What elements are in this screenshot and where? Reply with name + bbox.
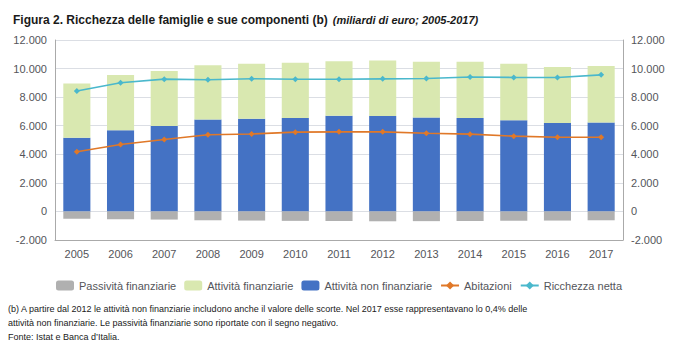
svg-text:8.000: 8.000: [19, 91, 47, 103]
svg-text:4.000: 4.000: [631, 148, 659, 160]
svg-text:Fonte: Istat e Banca d’Italia.: Fonte: Istat e Banca d’Italia.: [8, 332, 120, 342]
svg-text:Attività non finanziarie: Attività non finanziarie: [324, 280, 432, 292]
svg-text:attività non finanziarie. Le p: attività non finanziarie. Le passività f…: [8, 318, 338, 328]
svg-text:0: 0: [41, 205, 47, 217]
svg-text:2008: 2008: [196, 248, 220, 260]
svg-text:12.000: 12.000: [631, 34, 665, 46]
svg-text:6.000: 6.000: [631, 120, 659, 132]
svg-text:10.000: 10.000: [13, 63, 47, 75]
svg-text:2005: 2005: [65, 248, 89, 260]
svg-text:2010: 2010: [283, 248, 307, 260]
svg-text:2013: 2013: [414, 248, 438, 260]
svg-text:Figura 2. Ricchezza delle fami: Figura 2. Ricchezza delle famiglie e sue…: [13, 13, 328, 27]
svg-text:2016: 2016: [545, 248, 569, 260]
svg-text:6.000: 6.000: [19, 120, 47, 132]
svg-text:4.000: 4.000: [19, 148, 47, 160]
svg-text:Attività finanziarie: Attività finanziarie: [207, 280, 293, 292]
svg-text:2012: 2012: [370, 248, 394, 260]
svg-text:2006: 2006: [108, 248, 132, 260]
svg-text:8.000: 8.000: [631, 91, 659, 103]
svg-text:-2.000: -2.000: [631, 234, 662, 246]
svg-text:2017: 2017: [589, 248, 613, 260]
svg-text:-2.000: -2.000: [16, 234, 47, 246]
svg-text:2015: 2015: [502, 248, 526, 260]
svg-text:12.000: 12.000: [13, 34, 47, 46]
svg-text:0: 0: [631, 205, 637, 217]
svg-text:(miliardi di euro; 2005-2017): (miliardi di euro; 2005-2017): [333, 14, 479, 26]
svg-text:2.000: 2.000: [631, 177, 659, 189]
svg-text:2011: 2011: [327, 248, 351, 260]
svg-text:2.000: 2.000: [19, 177, 47, 189]
svg-text:Abitazioni: Abitazioni: [464, 280, 512, 292]
svg-text:2009: 2009: [239, 248, 263, 260]
svg-text:Ricchezza netta: Ricchezza netta: [544, 280, 623, 292]
svg-text:10.000: 10.000: [631, 63, 665, 75]
svg-text:2014: 2014: [458, 248, 482, 260]
svg-text:2007: 2007: [152, 248, 176, 260]
svg-text:Passività finanziarie: Passività finanziarie: [79, 280, 176, 292]
svg-text:(b) A partire dal 2012 le atti: (b) A partire dal 2012 le attività non f…: [8, 304, 527, 314]
